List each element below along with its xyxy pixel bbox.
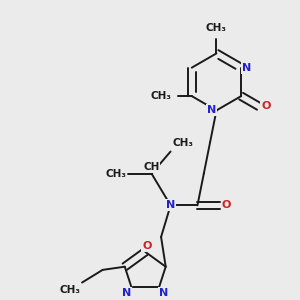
Text: O: O	[142, 241, 152, 251]
Text: CH₃: CH₃	[206, 23, 227, 34]
Text: O: O	[261, 101, 271, 111]
Text: N: N	[159, 288, 168, 298]
Text: CH: CH	[143, 162, 160, 172]
Text: N: N	[122, 288, 131, 298]
Text: O: O	[222, 200, 231, 210]
Text: CH₃: CH₃	[151, 91, 172, 101]
Text: CH₃: CH₃	[105, 169, 126, 179]
Text: CH₃: CH₃	[172, 138, 193, 148]
Text: CH₃: CH₃	[59, 285, 80, 295]
Text: N: N	[166, 200, 175, 210]
Text: N: N	[207, 105, 216, 116]
Text: N: N	[242, 63, 251, 73]
